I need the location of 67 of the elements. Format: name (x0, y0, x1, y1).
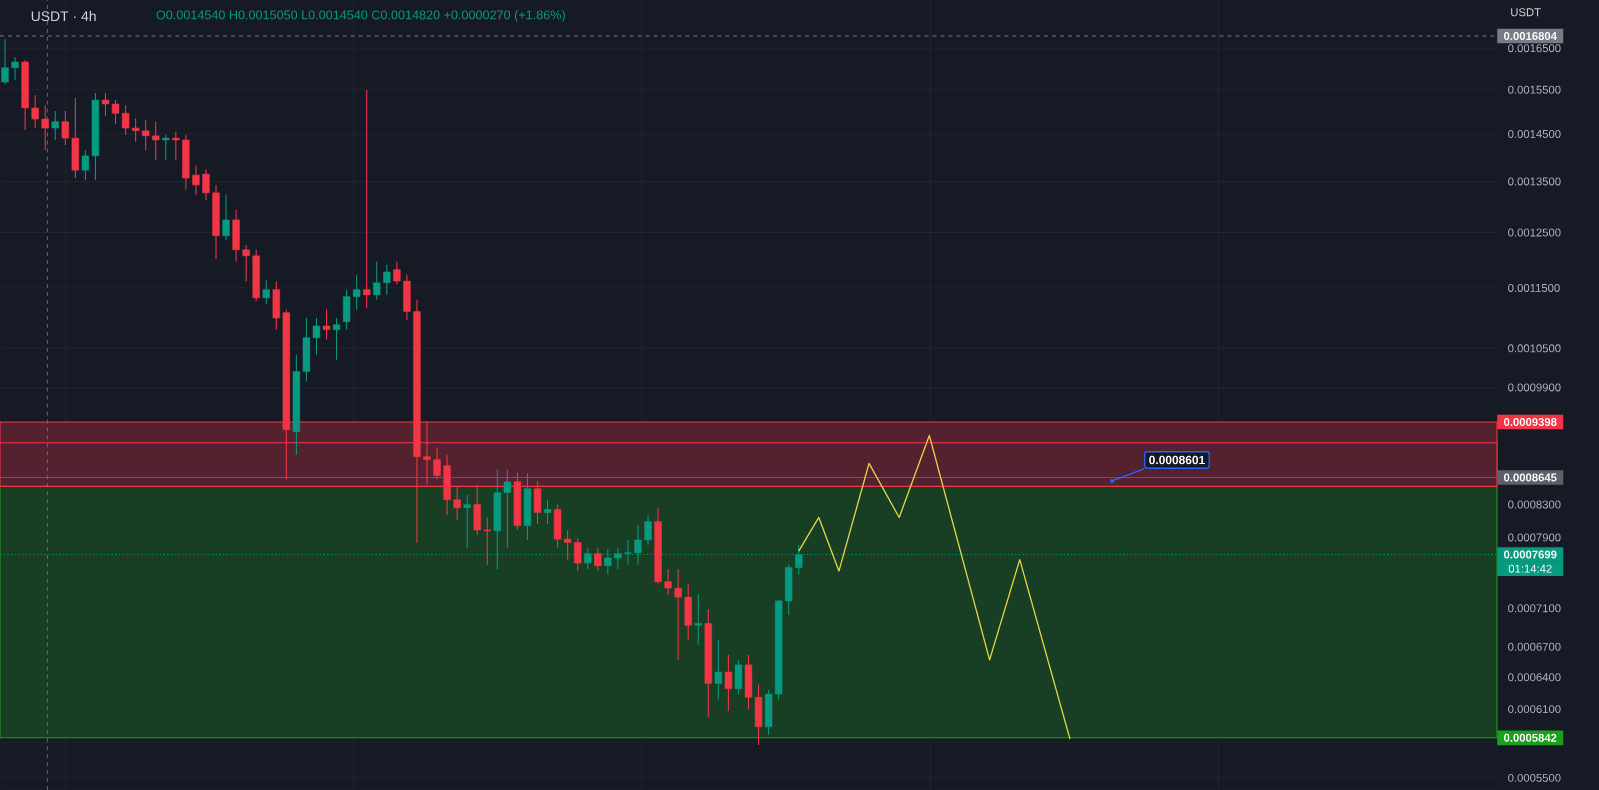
annotation: 0.0008601 (1149, 455, 1205, 465)
y-tick-label: 0.0013500 (1508, 177, 1561, 186)
text: USDT · 4h (31, 10, 96, 22)
candlestick (724, 654, 733, 712)
y-tick-label: 0.0005500 (1508, 773, 1561, 782)
candlestick (352, 274, 361, 311)
line-series (798, 434, 1071, 740)
candlestick (222, 194, 230, 241)
candlestick (162, 134, 170, 161)
ref-line-label: 0.0007699 (1504, 550, 1557, 559)
candlestick (131, 117, 140, 143)
candlestick (242, 244, 250, 283)
ref-line-label: 0.0008645 (1504, 473, 1557, 482)
candlestick (373, 261, 381, 301)
candlestick (11, 56, 19, 81)
candlestick (51, 110, 59, 141)
candlestick (363, 89, 371, 309)
candlestick (483, 516, 491, 566)
y-tick-label: 0.0007100 (1508, 604, 1561, 613)
candlestick (644, 514, 652, 546)
candlestick (322, 309, 331, 341)
candlestick (41, 104, 49, 151)
candlestick (202, 168, 210, 201)
candlestick (61, 110, 69, 146)
y-tick-label: 0.0006400 (1508, 673, 1561, 682)
y-tick-label: 0.0014500 (1508, 129, 1561, 138)
candlestick (734, 659, 743, 695)
band-label: 0.0009398 (1504, 418, 1557, 427)
y-tick-label: 0.0006100 (1508, 705, 1561, 714)
y-tick-label: 0.0007900 (1508, 533, 1561, 542)
y-tick-label: 0.0008300 (1508, 500, 1561, 509)
candlestick (503, 468, 512, 549)
candlestick (563, 529, 572, 561)
candlestick (332, 317, 341, 361)
y-tick-label: 0.0011500 (1508, 283, 1560, 292)
candlestick (543, 499, 552, 525)
candlestick (694, 593, 702, 646)
text: 01:14:42 (1508, 564, 1552, 573)
y-tick-label: 0.0016500 (1508, 44, 1561, 53)
y-tick-label: 0.0009900 (1508, 383, 1561, 392)
candlestick (383, 264, 391, 296)
y-tick-label: 0.0010500 (1508, 344, 1561, 353)
candlestick (152, 121, 160, 161)
text: O0.0014540 H0.0015050 L0.0014540 C0.0014820 +0.0000270 (+1.86%) (156, 10, 565, 22)
candlestick (574, 537, 582, 572)
candlestick (714, 639, 723, 700)
candlestick (393, 261, 401, 286)
ref-line-label: 0.0016804 (1504, 32, 1557, 41)
candlestick (312, 317, 321, 356)
candlestick (81, 149, 90, 181)
candlestick (172, 131, 180, 161)
candlestick (463, 494, 471, 549)
candlestick (262, 279, 270, 305)
y-tick-label: 0.0006700 (1508, 642, 1561, 651)
text: USDT (1511, 8, 1541, 17)
y-tick-label: 0.0012500 (1508, 228, 1561, 237)
candlestick (141, 119, 150, 151)
y-tick-label: 0.0015500 (1508, 85, 1561, 94)
candlestick (192, 164, 200, 196)
band-label: 0.0005842 (1504, 733, 1557, 742)
candlestick (121, 104, 130, 136)
candlestick (594, 547, 602, 572)
candlestick (674, 568, 682, 661)
candlestick (433, 447, 441, 480)
candlestick (1, 38, 9, 85)
candlestick (664, 568, 672, 596)
candlestick (31, 94, 39, 129)
